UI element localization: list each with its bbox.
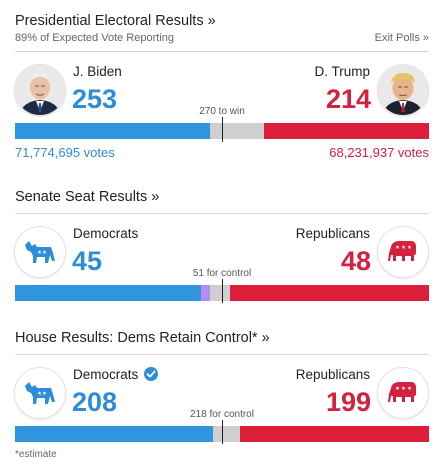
- checkmark-icon: [144, 367, 159, 381]
- house-section: House Results: Dems Retain Control*» Dem…: [15, 326, 429, 446]
- house-title-arrow: »: [261, 330, 270, 346]
- senate-section: Senate Seat Results» Democrats 45 Republ…: [15, 185, 429, 310]
- presidential-title: Presidential Electoral Results: [15, 13, 204, 29]
- biden-popular-votes: 71,774,695 votes: [15, 145, 115, 160]
- house-rep-count: 199: [325, 387, 371, 417]
- biden-electoral-count: 253: [72, 84, 118, 114]
- house-rep-badge: [378, 368, 428, 418]
- estimate-footnote: *estimate: [15, 449, 57, 460]
- house-threshold-label: 218 for control: [190, 409, 254, 420]
- presidential-bar-rep: [264, 123, 429, 139]
- house-dem-name-row: Democrats: [73, 367, 159, 382]
- reporting-subtitle: 89% of Expected Vote Reporting: [15, 32, 174, 44]
- donkey-icon: [15, 368, 65, 418]
- presidential-threshold-label: 270 to win: [199, 106, 245, 117]
- senate-rep-count: 48: [340, 246, 371, 276]
- presidential-title-arrow: »: [207, 13, 216, 29]
- senate-title-arrow: »: [151, 189, 160, 205]
- trump-portrait-icon: [378, 65, 428, 115]
- senate-divider: [15, 213, 429, 214]
- presidential-bar-dem: [15, 123, 210, 139]
- house-title-link[interactable]: House Results: Dems Retain Control*»: [15, 330, 270, 346]
- senate-dem-badge: [15, 227, 65, 277]
- elephant-icon: [378, 227, 428, 277]
- senate-rep-badge: [378, 227, 428, 277]
- senate-title: Senate Seat Results: [15, 189, 148, 205]
- senate-bar-dem: [15, 285, 202, 301]
- house-rep-name: Republicans: [295, 367, 370, 382]
- presidential-title-link[interactable]: Presidential Electoral Results»: [15, 13, 216, 29]
- trump-avatar: [378, 65, 428, 115]
- exit-polls-arrow: »: [422, 32, 429, 44]
- donkey-icon: [15, 227, 65, 277]
- biden-name: J. Biden: [73, 64, 122, 79]
- house-title: House Results: Dems Retain Control*: [15, 330, 258, 346]
- house-threshold-line: [222, 420, 223, 444]
- presidential-section: Presidential Electoral Results» 89% of E…: [15, 0, 429, 170]
- trump-popular-votes: 68,231,937 votes: [329, 145, 429, 160]
- senate-threshold-line: [222, 279, 223, 303]
- senate-dem-count: 45: [72, 246, 103, 276]
- presidential-divider: [15, 51, 429, 52]
- senate-dem-name: Democrats: [73, 226, 139, 241]
- house-dem-name: Democrats: [73, 367, 139, 382]
- house-bar-dem: [15, 426, 213, 442]
- biden-portrait-icon: [15, 65, 65, 115]
- elephant-icon: [378, 368, 428, 418]
- senate-title-link[interactable]: Senate Seat Results»: [15, 189, 159, 205]
- house-dem-badge: [15, 368, 65, 418]
- house-divider: [15, 354, 429, 355]
- trump-electoral-count: 214: [325, 84, 371, 114]
- exit-polls-link[interactable]: Exit Polls»: [375, 32, 429, 44]
- senate-bar-rep: [230, 285, 429, 301]
- exit-polls-label: Exit Polls: [374, 32, 420, 44]
- trump-name: D. Trump: [314, 64, 370, 79]
- senate-bar-other: [201, 285, 210, 301]
- presidential-threshold-line: [222, 117, 223, 142]
- house-bar-rep: [239, 426, 429, 442]
- senate-rep-name: Republicans: [295, 226, 370, 241]
- biden-avatar: [15, 65, 65, 115]
- senate-threshold-label: 51 for control: [192, 268, 252, 279]
- house-dem-count: 208: [72, 387, 118, 417]
- presidential-bar: [15, 123, 429, 139]
- house-bar: [15, 426, 429, 442]
